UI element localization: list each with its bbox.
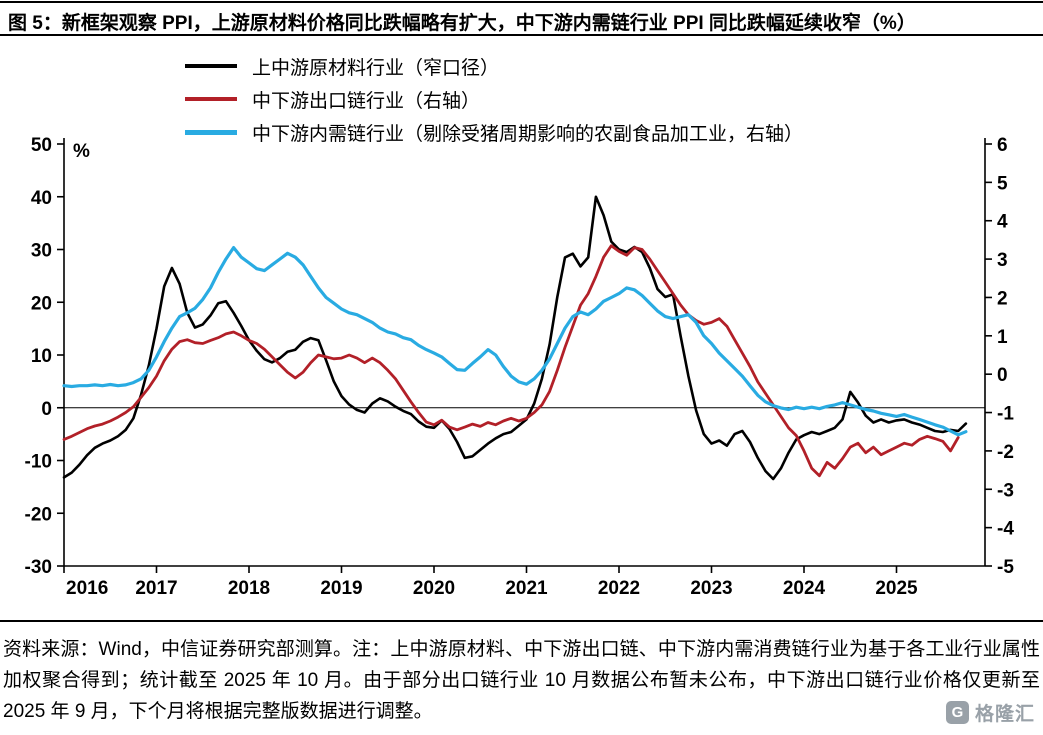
- domestic-chain-line-swatch: [185, 129, 237, 135]
- legend-label-upstream: 上中游原材料行业（窄口径）: [252, 57, 500, 79]
- title-divider: [0, 34, 1043, 36]
- export-chain-line-swatch: [185, 97, 237, 101]
- legend-label-domestic-chain: 中下游内需链行业（剔除受猪周期影响的农副食品加工业，右轴）: [252, 123, 804, 145]
- svg-text:-20: -20: [25, 504, 52, 525]
- svg-text:50: 50: [31, 135, 52, 156]
- svg-text:-5: -5: [997, 557, 1014, 578]
- svg-text:2023: 2023: [690, 578, 732, 599]
- gelonghui-logo: G 格隆汇: [939, 699, 1035, 726]
- gelonghui-logo-text: 格隆汇: [974, 704, 1035, 725]
- svg-text:20: 20: [31, 293, 52, 314]
- gelonghui-logo-icon: G: [945, 701, 969, 724]
- svg-text:2021: 2021: [505, 578, 548, 599]
- legend-item-export-chain: 中下游出口链行业（右轴）: [185, 87, 803, 112]
- svg-text:-4: -4: [997, 519, 1014, 540]
- svg-text:30: 30: [31, 241, 52, 262]
- svg-text:0: 0: [41, 399, 52, 420]
- legend-label-export-chain: 中下游出口链行业（右轴）: [252, 90, 481, 112]
- figure-title: 图 5：新框架观察 PPI，上游原材料价格同比跌幅略有扩大，中下游内需链行业 P…: [8, 13, 916, 34]
- svg-text:40: 40: [31, 188, 52, 209]
- svg-text:5: 5: [997, 173, 1008, 194]
- chart-legend: 上中游原材料行业（窄口径） 中下游出口链行业（右轴） 中下游内需链行业（剔除受猪…: [185, 54, 803, 153]
- svg-text:2022: 2022: [598, 578, 640, 599]
- svg-text:-3: -3: [997, 480, 1014, 501]
- svg-text:2019: 2019: [320, 578, 362, 599]
- svg-text:2018: 2018: [228, 578, 270, 599]
- svg-text:-2: -2: [997, 442, 1014, 463]
- svg-text:2020: 2020: [413, 578, 455, 599]
- svg-text:2016: 2016: [66, 578, 108, 599]
- svg-text:-30: -30: [25, 557, 52, 578]
- svg-text:2025: 2025: [875, 578, 918, 599]
- svg-text:2: 2: [997, 288, 1008, 309]
- source-note: 资料来源：Wind，中信证券研究部测算。注：上中游原材料、中下游出口链、中下游内…: [3, 639, 1040, 722]
- svg-text:%: %: [73, 141, 90, 162]
- legend-item-upstream: 上中游原材料行业（窄口径）: [185, 54, 803, 79]
- svg-text:10: 10: [31, 346, 52, 367]
- top-divider: [0, 1, 1043, 3]
- svg-text:2017: 2017: [135, 578, 177, 599]
- svg-text:1: 1: [997, 327, 1008, 348]
- svg-text:-10: -10: [25, 452, 52, 473]
- svg-text:3: 3: [997, 250, 1008, 271]
- svg-text:4: 4: [997, 212, 1008, 233]
- note-divider: [0, 620, 1043, 622]
- svg-text:0: 0: [997, 365, 1008, 386]
- legend-item-domestic-chain: 中下游内需链行业（剔除受猪周期影响的农副食品加工业，右轴）: [185, 120, 804, 145]
- svg-text:-1: -1: [997, 404, 1014, 425]
- svg-text:6: 6: [997, 135, 1008, 156]
- upstream-line-swatch: [185, 64, 237, 68]
- svg-text:2024: 2024: [783, 578, 826, 599]
